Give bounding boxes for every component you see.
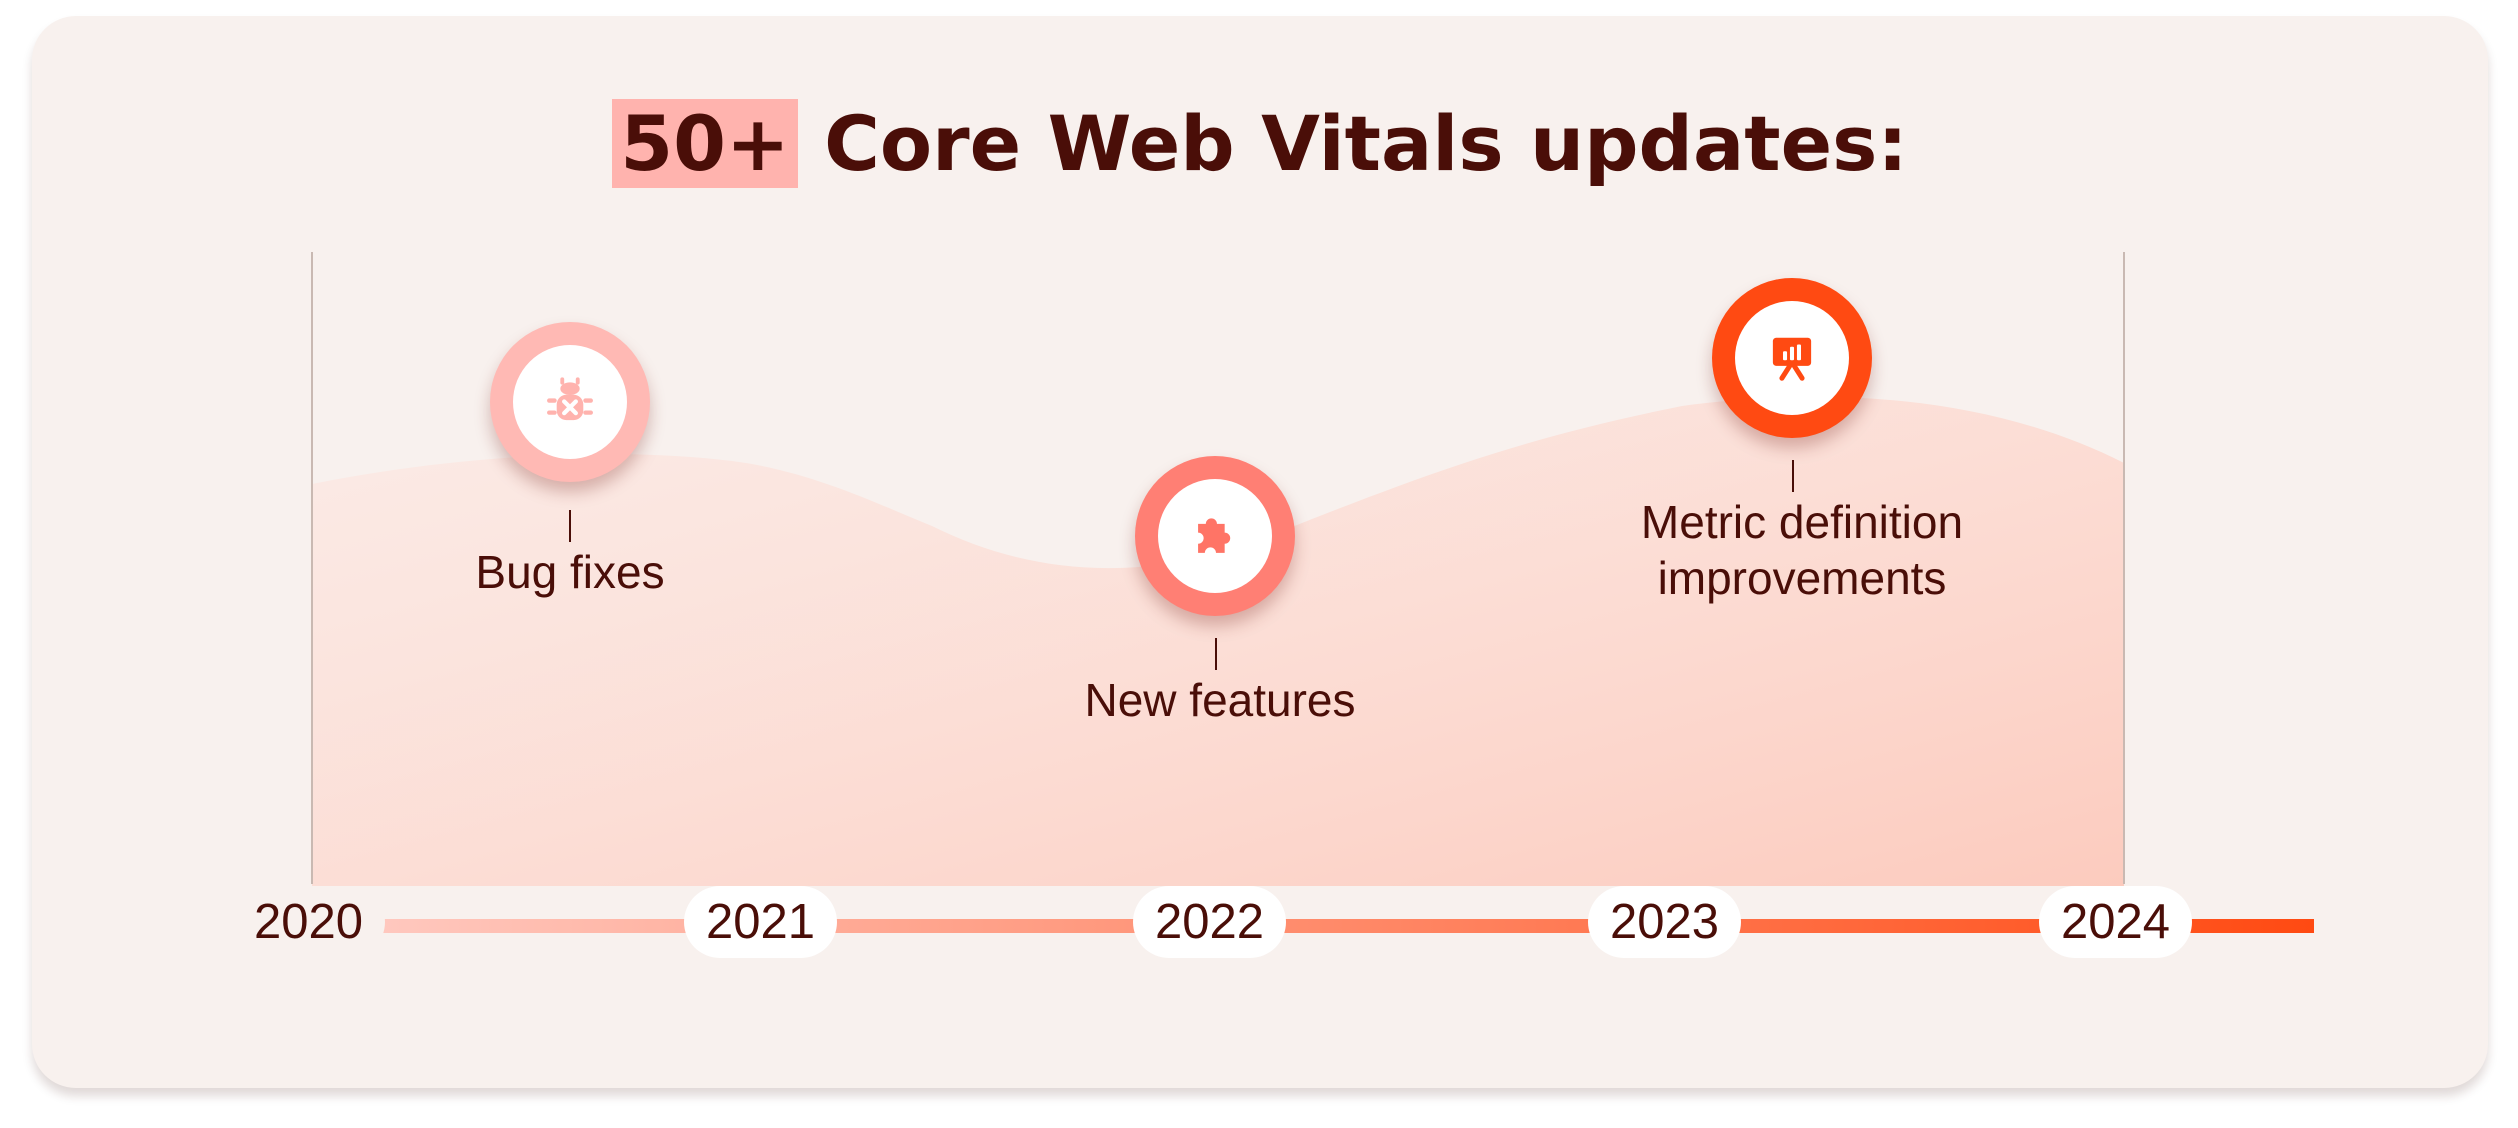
year-label-2022: 2022	[1133, 886, 1287, 958]
page-title: 50+ Core Web Vitals updates:	[32, 94, 2488, 194]
metric-improvements-connector	[1792, 460, 1794, 492]
bug-fixes-label: Bug fixes	[475, 546, 665, 598]
year-label-2020: 2020	[232, 886, 386, 958]
metric-improvements-label-line1: Metric definition	[1640, 496, 1964, 548]
timeline-graphic	[311, 252, 2314, 933]
bug-icon	[547, 377, 593, 421]
timeline-bar	[362, 919, 2314, 933]
year-label-2024: 2024	[2039, 886, 2193, 958]
trend-area	[312, 396, 2124, 886]
title-highlight: 50+	[612, 99, 798, 188]
year-label-2021: 2021	[684, 886, 838, 958]
metric-improvements-label-line2: improvements	[1657, 552, 1947, 604]
title-text: Core Web Vitals updates:	[797, 99, 1908, 188]
presentation-chart-icon	[1772, 337, 1812, 381]
puzzle-icon	[1198, 518, 1231, 553]
new-features-label: New features	[1084, 674, 1356, 726]
timeline-card: 50+ Core Web Vitals updates: 2020 2021 2…	[32, 16, 2488, 1088]
year-label-2023: 2023	[1588, 886, 1742, 958]
bug-fixes-icon-circle	[513, 345, 627, 459]
new-features-connector	[1215, 638, 1217, 670]
new-features-icon-circle	[1158, 479, 1272, 593]
metric-improvements-label: Metric definition improvements	[1602, 494, 2002, 606]
bug-fixes-connector	[569, 510, 571, 542]
metric-improvements-icon-circle	[1735, 301, 1849, 415]
